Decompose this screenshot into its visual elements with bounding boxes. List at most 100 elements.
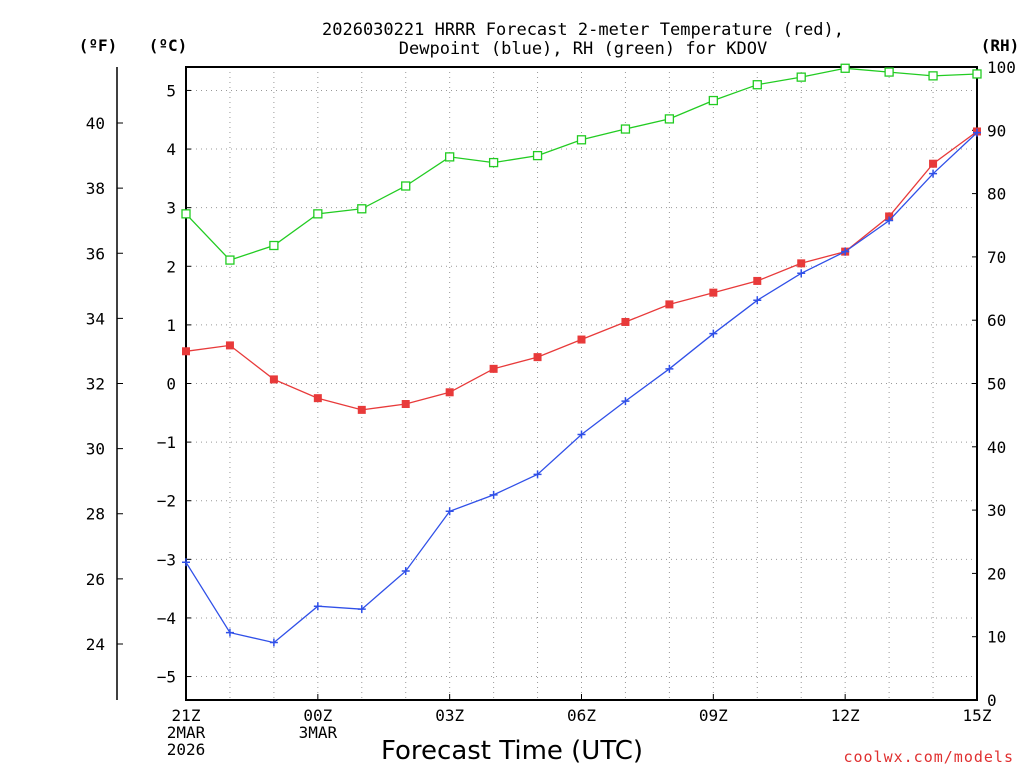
f-tick-label: 34: [86, 309, 105, 328]
data-point: [401, 400, 410, 409]
f-tick-label: 26: [86, 570, 105, 589]
data-point: [928, 71, 938, 81]
data-point: [225, 341, 234, 350]
x-tick-label: 06Z: [567, 706, 596, 725]
data-point: [225, 255, 235, 265]
c-tick-label: −1: [157, 433, 176, 452]
data-point: [884, 67, 894, 77]
data-point: [357, 405, 366, 414]
data-point: [533, 470, 542, 479]
data-point: [708, 95, 718, 106]
x-tick-label: 21Z: [172, 706, 201, 725]
celsius-unit-label: (ºC): [149, 36, 188, 55]
rh-tick-label: 10: [987, 628, 1006, 647]
x-tick-label: 3MAR: [299, 723, 338, 742]
data-point: [797, 269, 806, 278]
credit-text: coolwx.com/models: [843, 748, 1014, 766]
f-tick-label: 32: [86, 375, 105, 394]
fahrenheit-unit-label: (ºF): [79, 36, 118, 55]
data-point: [620, 124, 631, 134]
data-point: [357, 204, 367, 214]
x-tick-label: 12Z: [831, 706, 860, 725]
data-point: [796, 72, 806, 82]
data-point: [576, 135, 587, 145]
c-tick-label: −3: [157, 550, 176, 569]
c-tick-label: −2: [157, 492, 176, 511]
rh-tick-label: 0: [987, 691, 997, 710]
rh-tick-label: 90: [987, 121, 1006, 140]
x-tick-label: 2026: [167, 740, 206, 759]
data-point: [225, 628, 234, 637]
c-tick-label: −4: [157, 609, 176, 628]
data-point: [664, 114, 675, 124]
x-tick-label: 15Z: [963, 706, 992, 725]
data-point: [929, 169, 938, 178]
data-point: [972, 69, 982, 79]
data-point: [621, 397, 630, 406]
rh-tick-label: 100: [987, 58, 1016, 77]
data-point: [181, 209, 191, 219]
x-tick-label: 00Z: [303, 706, 332, 725]
data-point: [973, 128, 981, 137]
data-point: [269, 375, 278, 384]
plot-frame: [185, 66, 978, 701]
rh-tick-label: 40: [987, 438, 1006, 457]
data-series: [181, 63, 982, 647]
f-tick-label: 36: [86, 244, 105, 263]
f-tick-label: 28: [86, 505, 105, 524]
data-point: [709, 288, 718, 297]
rh-tick-label: 70: [987, 248, 1006, 267]
data-point: [929, 159, 938, 168]
f-tick-label: 30: [86, 440, 105, 459]
data-point: [753, 296, 762, 305]
c-tick-label: −5: [157, 668, 176, 687]
c-tick-label: 4: [166, 140, 176, 159]
axes: [116, 66, 978, 701]
data-point: [488, 157, 499, 168]
data-point: [445, 507, 454, 516]
data-point: [357, 605, 366, 614]
data-point: [665, 364, 674, 373]
x-tick-label: 2MAR: [167, 723, 206, 742]
gridlines: [186, 67, 977, 700]
data-point: [269, 638, 278, 647]
c-tick-label: 5: [166, 81, 176, 100]
data-point: [313, 209, 323, 219]
data-point: [313, 394, 322, 403]
rh-tick-label: 50: [987, 375, 1006, 394]
data-point: [445, 152, 455, 162]
data-point: [313, 602, 322, 611]
data-point: [840, 63, 850, 73]
data-point: [577, 335, 586, 344]
data-point: [401, 181, 411, 191]
data-point: [753, 276, 762, 285]
data-point: [533, 353, 542, 362]
data-point: [885, 212, 894, 221]
rh-tick-label: 80: [987, 185, 1006, 204]
data-point: [445, 388, 454, 397]
f-tick-label: 38: [86, 179, 105, 198]
rh-tick-label: 30: [987, 501, 1006, 520]
data-point: [182, 558, 190, 567]
rh-tick-label: 60: [987, 311, 1006, 330]
data-point: [401, 567, 410, 576]
rh-unit-label: (RH): [981, 36, 1020, 55]
data-point: [621, 317, 630, 326]
data-point: [489, 490, 498, 499]
series-rh: [181, 63, 982, 265]
data-point: [841, 247, 850, 256]
chart-title-line1: 2026030221 HRRR Forecast 2-meter Tempera…: [322, 20, 844, 40]
data-point: [709, 329, 718, 338]
c-tick-label: 0: [166, 375, 176, 394]
f-tick-label: 24: [86, 635, 105, 654]
data-point: [797, 259, 806, 268]
data-point: [532, 150, 543, 161]
rh-tick-label: 20: [987, 564, 1006, 583]
c-tick-label: 3: [166, 199, 176, 218]
data-point: [665, 300, 674, 309]
data-point: [885, 216, 894, 225]
f-tick-label: 40: [86, 114, 105, 133]
